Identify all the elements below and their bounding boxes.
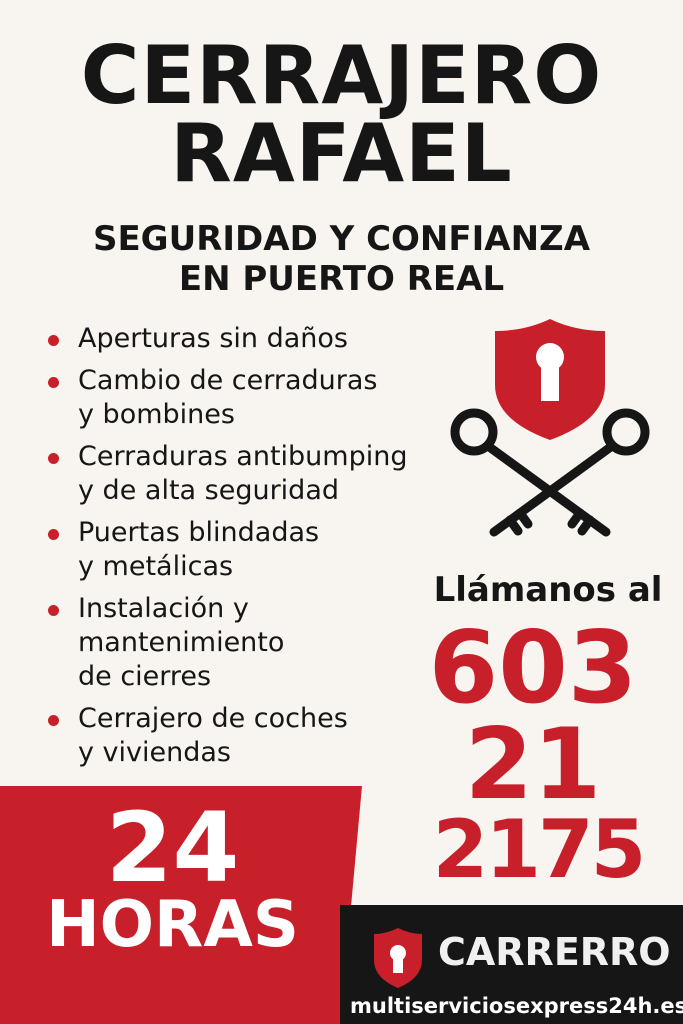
services-list: Aperturas sin daños Cambio de cerraduras… [48, 322, 448, 778]
brand-shield-icon [374, 928, 422, 988]
bullet-icon [48, 377, 59, 388]
service-item: Puertas blindadas y metálicas [48, 516, 448, 584]
hours-banner [0, 786, 362, 1024]
bullet-icon [48, 605, 59, 616]
service-text: y metálicas [78, 551, 234, 582]
service-text: de cierres [78, 661, 212, 692]
bullet-icon [48, 529, 59, 540]
hours-label: HORAS [46, 888, 299, 962]
call-label: Llámanos al [433, 570, 663, 610]
subtitle-line-2: EN PUERTO REAL [178, 259, 505, 299]
service-text: Cerraduras antibumping [78, 441, 408, 472]
phone-part-3[interactable]: 2175 [432, 803, 647, 896]
phone-part-1[interactable]: 603 [428, 609, 638, 726]
bullet-icon [48, 453, 59, 464]
shield-keyhole-icon [450, 319, 650, 537]
subtitle-line-1: SEGURIDAD Y CONFIANZA [92, 219, 591, 259]
service-text: Cambio de cerraduras [78, 365, 378, 396]
service-text: Cerrajero de coches [78, 703, 348, 734]
brand-name: CARRERRO [438, 930, 671, 974]
bullet-icon [48, 715, 59, 726]
website-link[interactable]: multiserviciosexpress24h.es [350, 994, 683, 1018]
service-item: Cerrajero de coches y viviendas [48, 702, 448, 770]
service-item: Cerraduras antibumping y de alta segurida… [48, 440, 448, 508]
service-item: Instalación y mantenimiento de cierres [48, 592, 448, 694]
service-item: Cambio de cerraduras y bombines [48, 364, 448, 432]
service-text: Puertas blindadas [78, 517, 320, 548]
service-text: Aperturas sin daños [78, 323, 348, 354]
service-text: Instalación y [78, 593, 249, 624]
phone-part-2[interactable]: 21 [464, 708, 602, 822]
service-text: y de alta seguridad [78, 475, 340, 506]
title-line-2: RAFAEL [170, 107, 513, 200]
service-text: y bombines [78, 399, 235, 430]
service-text: y viviendas [78, 737, 231, 768]
service-text: mantenimiento [78, 627, 285, 658]
title-line-1: CERRAJERO [80, 29, 603, 122]
crossed-keys-icon [450, 408, 650, 537]
service-item: Aperturas sin daños [48, 322, 448, 356]
hours-number: 24 [105, 792, 240, 904]
bullet-icon [48, 335, 59, 346]
